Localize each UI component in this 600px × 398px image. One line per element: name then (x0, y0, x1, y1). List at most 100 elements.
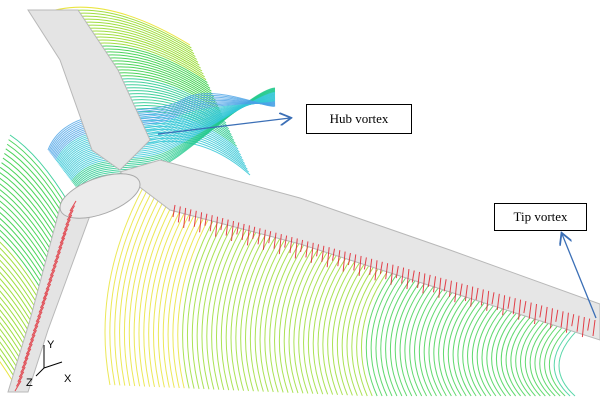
right-blade-edge-streamline (209, 215, 213, 232)
lower-blade-streamline (0, 271, 36, 321)
upper-blade-streamline (139, 140, 251, 176)
right-blade-edge-streamline (236, 222, 240, 235)
lower-blade-edge-streamline (39, 297, 47, 309)
right-blade (118, 159, 600, 341)
right-blade-streamline (172, 195, 217, 389)
lower-blade-edge-streamline (44, 283, 52, 295)
right-blade-edge-streamline (528, 302, 532, 319)
right-blade-streamline (356, 252, 397, 397)
lower-blade-edge-streamline (34, 316, 42, 327)
right-blade-streamline (293, 232, 336, 394)
right-blade-streamline (104, 174, 151, 386)
lower-blade-streamline (0, 315, 26, 353)
right-blade-edge-streamline (284, 235, 288, 248)
right-blade-streamline (220, 210, 265, 391)
lower-blade-streamline (0, 341, 20, 372)
lower-blade-streamline (0, 321, 24, 358)
lower-blade-edge-streamline (68, 205, 76, 216)
right-blade-edge-streamline (262, 229, 266, 250)
lower-blade-streamline (0, 206, 51, 270)
right-blade-edge-streamline (534, 303, 538, 325)
right-blade-edge-streamline (273, 232, 277, 249)
right-blade-edge-streamline (555, 309, 559, 322)
lower-blade-streamline (0, 347, 19, 377)
lower-blade-edge-streamline (51, 260, 59, 272)
right-blade-edge-streamline (417, 271, 421, 289)
lower-blade-streamline (0, 189, 55, 257)
right-blade-edge-streamline (374, 260, 378, 281)
right-blade-streamline (225, 211, 269, 391)
lower-blade-streamline (0, 235, 44, 293)
right-blade-edge-streamline (379, 261, 383, 274)
right-blade-streamline (327, 243, 369, 395)
right-blade-edge-streamline (326, 247, 330, 268)
lower-blade-edge-streamline (18, 366, 26, 378)
right-blade-streamline (196, 203, 241, 390)
right-blade-edge-streamline (549, 308, 553, 329)
right-blade-edge-streamline (518, 299, 522, 320)
right-blade-edge-streamline (342, 251, 346, 272)
right-blade-streamline (182, 198, 227, 389)
right-blade-streamline (351, 250, 392, 397)
right-blade-streamline (114, 177, 160, 386)
lower-blade-streamline (0, 253, 40, 307)
hub-vortex-arrow (157, 118, 290, 135)
right-blade-streamline (322, 241, 364, 395)
right-blade-streamline (128, 182, 175, 387)
lower-blade-streamline (0, 223, 47, 284)
right-blade-streamline (312, 238, 354, 395)
right-blade-edge-streamline (268, 231, 272, 244)
right-blade-streamline (278, 228, 321, 393)
lower-blade-edge-streamline (32, 320, 40, 332)
lower-blade-edge-streamline (66, 209, 74, 221)
right-blade-edge-streamline (438, 277, 442, 298)
lower-blade-streamline (0, 217, 48, 280)
right-blade-edge-streamline (337, 250, 341, 267)
right-blade-edge-streamline (321, 245, 325, 262)
right-blade-streamline (298, 234, 340, 394)
right-blade-streamline (177, 197, 222, 389)
axis-triad: Y X Z (26, 339, 72, 389)
lower-blade-streamline (0, 354, 17, 381)
axis-z-label: Z (26, 377, 33, 389)
lower-blade-streamline (0, 241, 43, 298)
lower-blade-streamline (0, 296, 30, 340)
right-blade-edge-streamline (592, 319, 596, 337)
lower-blade-edge-streamline (56, 242, 64, 253)
rotor-hub (59, 173, 141, 219)
right-blade-edge-streamline (480, 289, 484, 306)
lower-blade-streamline (0, 328, 23, 363)
lower-blade-streamline (0, 309, 27, 349)
lower-blade-streamline (0, 229, 46, 289)
right-blade-streamline (230, 213, 274, 391)
right-blade-edge-streamline (406, 269, 410, 290)
right-blade-edge-streamline (252, 226, 256, 239)
lower-blade-edge-streamline (28, 334, 36, 346)
right-blade-edge-streamline (523, 300, 527, 314)
lower-blade-streamline (0, 177, 58, 247)
right-blade-edge-streamline (358, 255, 362, 276)
right-blade-edge-streamline (241, 223, 245, 240)
hub-vortex-streamline (47, 93, 276, 151)
lower-blade-edge-streamline (49, 265, 57, 276)
right-blade-edge-streamline (294, 238, 298, 259)
right-blade-edge-streamline (204, 213, 208, 226)
right-blade-edge-streamline (565, 312, 569, 333)
right-blade-edge-streamline (411, 270, 415, 283)
right-blade-edge-streamline (220, 218, 224, 231)
right-blade-streamline (133, 183, 179, 387)
right-blade-streamline (109, 176, 156, 386)
lower-blade-edge-streamline (31, 325, 39, 336)
right-blade-edge-streamline (230, 220, 234, 242)
lower-blade-streamline (0, 259, 38, 312)
right-blade-streamline (216, 208, 260, 391)
lower-blade-streamline (0, 284, 33, 330)
right-blade-streamline (283, 229, 326, 394)
right-blade-streamline (264, 223, 307, 393)
rotor-blades (7, 9, 600, 393)
lower-blade-streamline (0, 265, 37, 317)
right-blade-streamline (274, 226, 317, 393)
lower-blade-edge-streamline (63, 219, 71, 230)
lower-blade-edge-streamline (23, 353, 30, 364)
lower-blade-edge-streamline (41, 293, 49, 304)
